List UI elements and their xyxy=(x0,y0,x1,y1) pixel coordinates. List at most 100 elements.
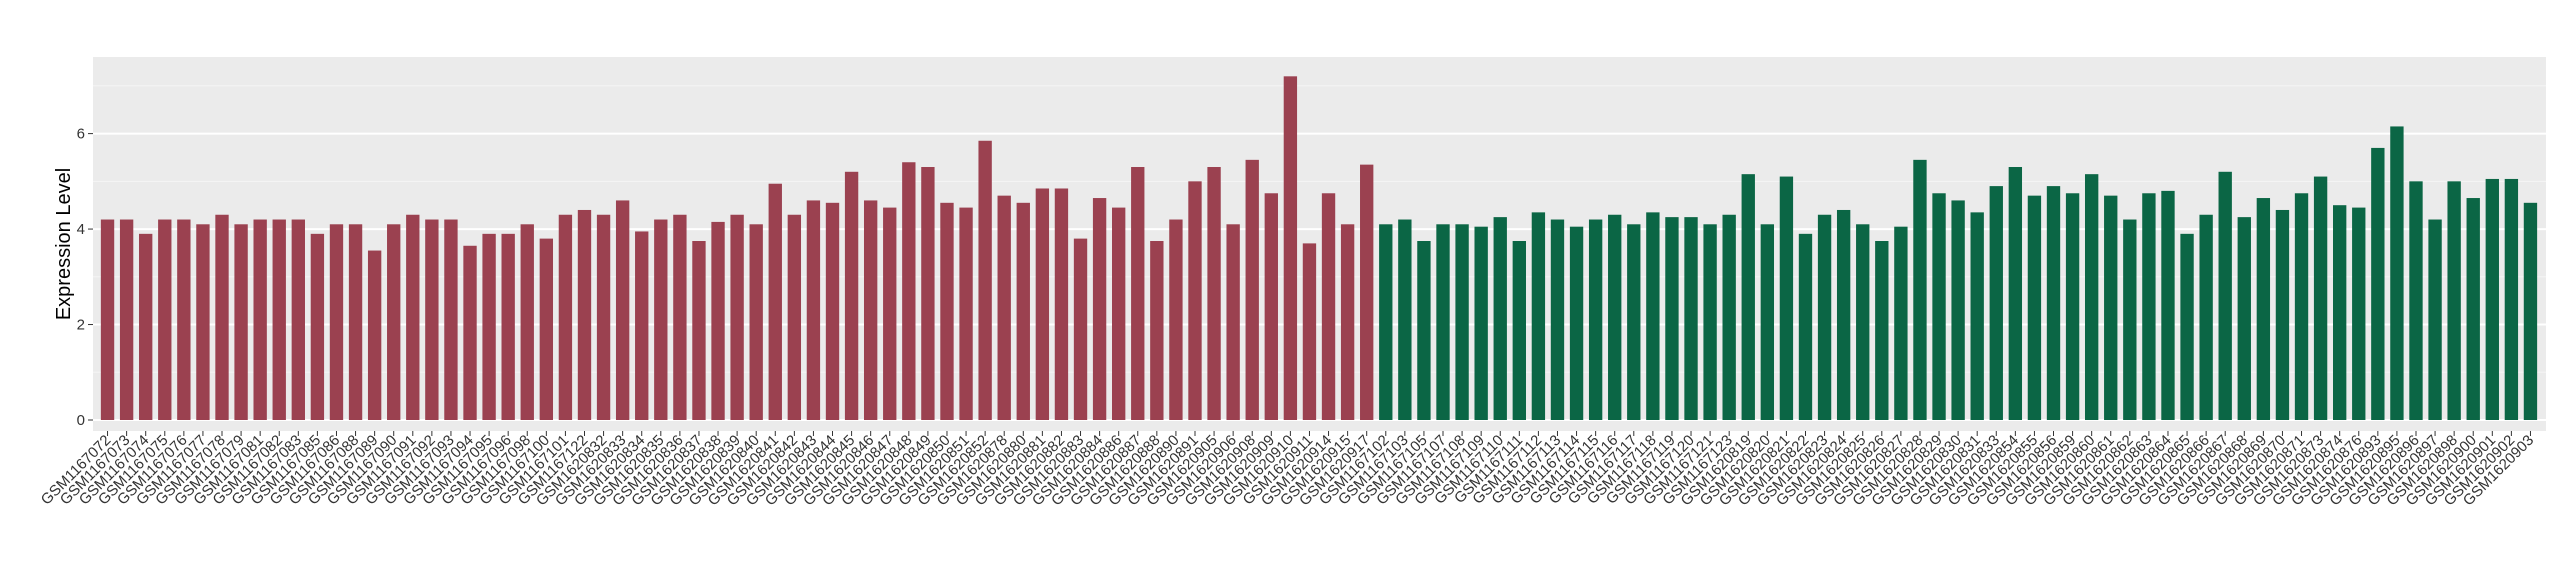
bar-GSM1620832 xyxy=(596,214,611,420)
bar-GSM1167081 xyxy=(253,219,267,420)
bar-GSM1620915 xyxy=(1340,224,1355,420)
bar-GSM1167100 xyxy=(539,238,554,420)
bar-GSM1167090 xyxy=(387,224,401,420)
bar-GSM1620859 xyxy=(2065,193,2080,420)
bar-GSM1167107 xyxy=(1436,224,1450,420)
bar-GSM1167109 xyxy=(1474,226,1488,420)
y-axis-title: Expression Level xyxy=(53,168,75,320)
bar-GSM1167072 xyxy=(100,219,115,420)
bar-GSM1620881 xyxy=(1035,188,1050,420)
bar-GSM1167073 xyxy=(119,219,134,420)
bar-GSM1620833 xyxy=(1989,186,2003,420)
bar-GSM1620847 xyxy=(883,207,897,420)
bar-GSM1620873 xyxy=(2313,176,2328,420)
bar-GSM1167077 xyxy=(196,224,210,420)
bar-GSM1167088 xyxy=(348,224,363,420)
bar-GSM1167096 xyxy=(501,233,515,420)
bar-GSM1620833 xyxy=(615,200,630,420)
x-axis: GSM1167072GSM1167073GSM1167074GSM1167075… xyxy=(38,431,2537,509)
bar-GSM1167110 xyxy=(1493,217,1507,420)
bar-GSM1167074 xyxy=(139,233,153,420)
bar-GSM1620854 xyxy=(2008,167,2023,420)
bar-GSM1167085 xyxy=(310,233,325,420)
bar-GSM1167102 xyxy=(1379,224,1393,420)
bar-GSM1620863 xyxy=(2142,193,2156,420)
bar-GSM1620824 xyxy=(1836,209,1851,420)
bar-GSM1167075 xyxy=(158,219,172,420)
bar-GSM1620871 xyxy=(2294,193,2309,420)
bar-GSM1620837 xyxy=(692,241,706,420)
bars xyxy=(100,76,2538,421)
bar-GSM1167122 xyxy=(577,209,592,420)
bar-GSM1167117 xyxy=(1627,224,1641,420)
y-tick-label: 0 xyxy=(77,412,85,429)
bar-GSM1167094 xyxy=(463,245,477,420)
bar-GSM1620876 xyxy=(2352,207,2366,420)
bar-GSM1620897 xyxy=(2428,219,2442,420)
y-axis: 0 2 4 6 xyxy=(77,126,93,429)
bar-GSM1620839 xyxy=(730,214,744,420)
bar-GSM1620911 xyxy=(1302,243,1317,420)
bar-GSM1167093 xyxy=(444,219,458,420)
bar-GSM1620888 xyxy=(1150,241,1164,420)
bar-GSM1620887 xyxy=(1131,167,1145,420)
bar-GSM1620917 xyxy=(1360,164,1374,420)
bar-GSM1167112 xyxy=(1531,212,1546,420)
bar-GSM1620884 xyxy=(1092,198,1107,420)
bar-GSM1620826 xyxy=(1875,241,1889,420)
bar-GSM1167101 xyxy=(558,214,573,420)
bar-GSM1620878 xyxy=(997,195,1011,420)
bar-GSM1620865 xyxy=(2180,233,2194,420)
bar-GSM1167105 xyxy=(1417,241,1431,420)
plot-panel xyxy=(93,57,2546,431)
bar-GSM1620822 xyxy=(1798,233,1813,420)
bar-GSM1167114 xyxy=(1569,226,1584,420)
bar-GSM1167120 xyxy=(1684,217,1698,420)
bar-GSM1620898 xyxy=(2447,181,2461,420)
bar-GSM1620886 xyxy=(1112,207,1126,420)
bar-GSM1620830 xyxy=(1951,200,1965,420)
bar-GSM1620820 xyxy=(1760,224,1775,420)
bar-GSM1620891 xyxy=(1188,181,1202,420)
bar-GSM1620870 xyxy=(2275,209,2290,420)
bar-GSM1167092 xyxy=(425,219,439,420)
bar-GSM1167079 xyxy=(234,224,248,420)
bar-GSM1620914 xyxy=(1321,193,1336,420)
bar-GSM1167113 xyxy=(1550,219,1565,420)
bar-GSM1620895 xyxy=(2390,126,2404,420)
bar-GSM1167115 xyxy=(1588,219,1603,420)
bar-GSM1620866 xyxy=(2199,214,2213,420)
bar-GSM1167116 xyxy=(1608,214,1622,420)
bar-GSM1167095 xyxy=(482,233,496,420)
bar-GSM1620896 xyxy=(2409,181,2423,420)
bar-GSM1620856 xyxy=(2046,186,2061,420)
bar-GSM1620841 xyxy=(768,183,782,420)
bar-GSM1620860 xyxy=(2084,174,2099,420)
bar-GSM1620825 xyxy=(1856,224,1870,420)
bar-GSM1620851 xyxy=(959,207,973,420)
bar-GSM1620905 xyxy=(1207,167,1221,420)
bar-GSM1620864 xyxy=(2161,190,2175,420)
bar-GSM1620855 xyxy=(2027,195,2042,420)
bar-GSM1167118 xyxy=(1646,212,1660,420)
bar-GSM1620848 xyxy=(902,162,916,421)
bar-GSM1167121 xyxy=(1703,224,1717,420)
y-tick-label: 4 xyxy=(77,221,85,238)
bar-GSM1167103 xyxy=(1398,219,1412,420)
bar-GSM1620829 xyxy=(1932,193,1946,420)
bar-GSM1620901 xyxy=(2485,178,2499,420)
bar-GSM1620823 xyxy=(1817,214,1832,420)
bar-GSM1620909 xyxy=(1264,193,1278,420)
bar-GSM1620840 xyxy=(749,224,763,420)
bar-GSM1167091 xyxy=(406,214,420,420)
bar-GSM1620880 xyxy=(1016,202,1030,420)
bar-GSM1167098 xyxy=(520,224,534,420)
bar-GSM1620883 xyxy=(1073,238,1088,420)
bar-GSM1620900 xyxy=(2466,198,2480,420)
bar-GSM1620843 xyxy=(806,200,821,420)
bar-GSM1167083 xyxy=(291,219,305,420)
bar-GSM1620906 xyxy=(1226,224,1240,420)
bar-GSM1620819 xyxy=(1741,174,1755,420)
bar-GSM1167089 xyxy=(367,250,382,420)
